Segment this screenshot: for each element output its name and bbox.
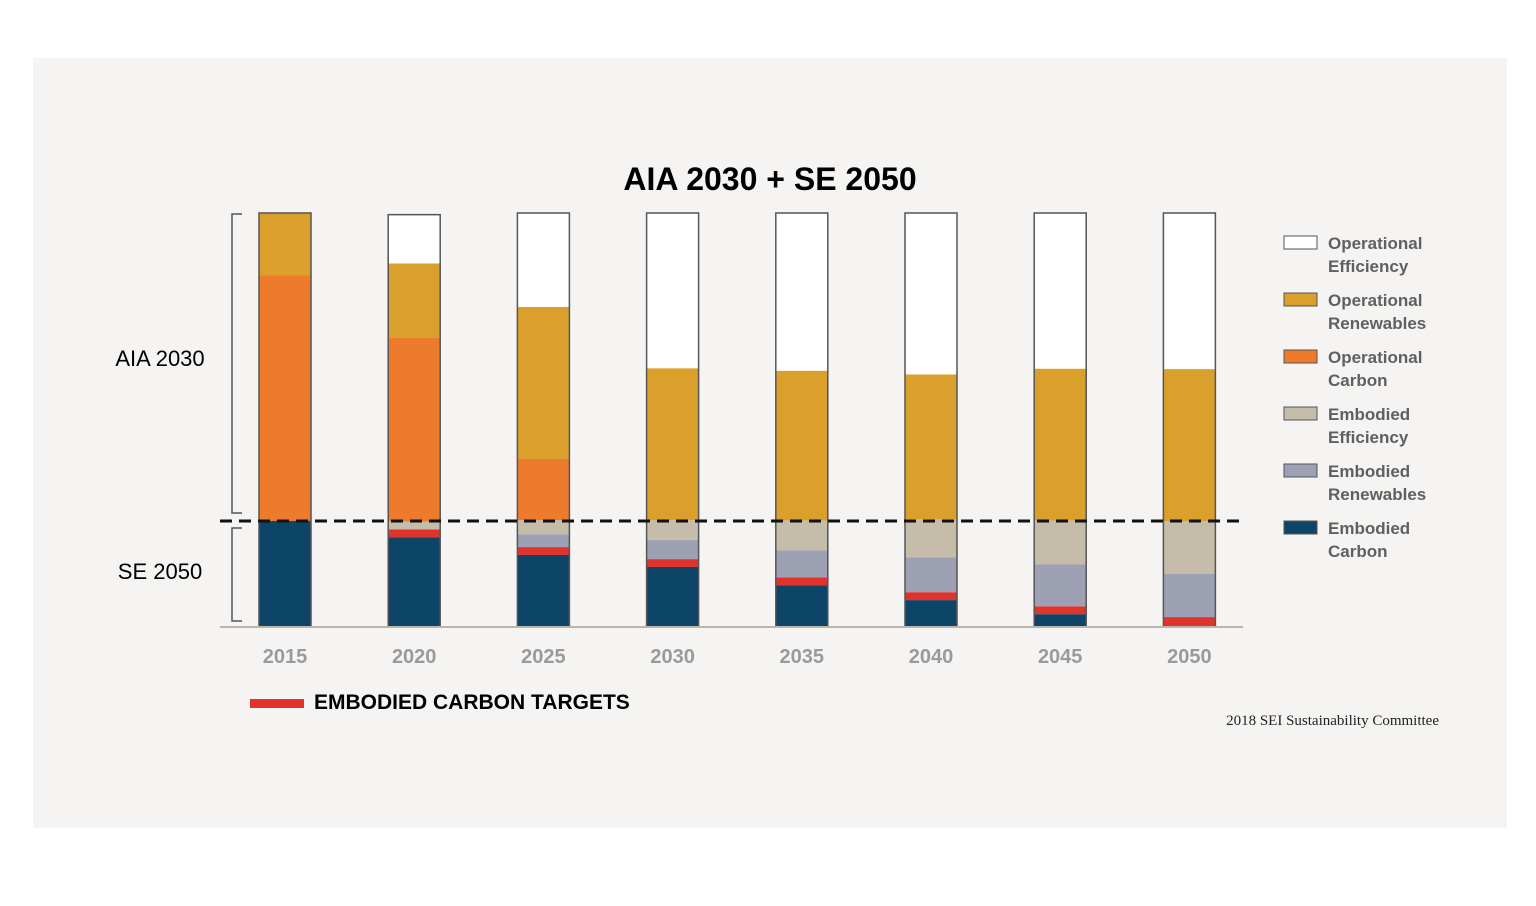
bar-segment-operational-renewables-2020 xyxy=(388,263,441,338)
legend-swatch-operational-carbon xyxy=(1283,349,1318,364)
targets-label: EMBODIED CARBON TARGETS xyxy=(314,691,630,714)
bar-segment-operational-renewables-2030 xyxy=(646,368,699,521)
legend-label-operational-efficiency-line1: Operational xyxy=(1328,234,1422,253)
bar-segment-embodied-carbon-2045 xyxy=(1034,614,1087,627)
legend-label-operational-renewables-line1: Operational xyxy=(1328,291,1422,310)
legend-label-embodied-renewables-line2: Renewables xyxy=(1328,485,1426,504)
bar-segment-operational-renewables-2025 xyxy=(517,306,570,459)
bar-segment-operational-carbon-2020 xyxy=(388,337,441,522)
x-tick-2015: 2015 xyxy=(263,646,308,668)
bar-segment-operational-efficiency-2030 xyxy=(646,213,699,369)
bar-segment-operational-efficiency-2045 xyxy=(1034,213,1087,369)
bar-segment-embodied-renewables-2045 xyxy=(1034,564,1087,607)
legend-swatch-operational-efficiency xyxy=(1283,235,1318,250)
legend-label-embodied-carbon-line1: Embodied xyxy=(1328,519,1410,538)
bar-segment-embodied-renewables-2030 xyxy=(646,540,699,560)
legend-label-operational-renewables-line2: Renewables xyxy=(1328,314,1426,333)
bar-segment-embodied-renewables-2050 xyxy=(1163,574,1216,618)
group-label-se-2050: SE 2050 xyxy=(118,559,202,584)
bar-segment-embodied-efficiency-2040 xyxy=(905,519,957,558)
bar-segment-embodied-renewables-2025 xyxy=(517,534,570,548)
x-tick-2040: 2040 xyxy=(909,646,954,668)
legend-swatch-embodied-carbon xyxy=(1283,520,1318,535)
bar-segment-operational-efficiency-2035 xyxy=(775,213,828,371)
bar-segment-operational-efficiency-2025 xyxy=(517,213,570,307)
bar-segment-embodied-carbon-2030 xyxy=(646,566,699,627)
targets-swatch xyxy=(250,699,304,708)
bar-segment-operational-efficiency-2050 xyxy=(1163,213,1216,370)
bar-segment-embodied-target-2050 xyxy=(1163,617,1216,627)
bar-segment-embodied-renewables-2035 xyxy=(775,550,828,578)
se-bracket xyxy=(231,527,242,622)
bar-segment-operational-renewables-2040 xyxy=(905,374,957,520)
bar-segment-embodied-efficiency-2025 xyxy=(517,520,570,535)
legend: Operational Efficiency Operational Renewabl… xyxy=(1283,234,1426,561)
aia-bracket xyxy=(231,213,242,514)
legend-label-operational-efficiency-line2: Efficiency xyxy=(1328,257,1409,276)
bar-segment-embodied-efficiency-2045 xyxy=(1034,520,1087,565)
bar-segment-embodied-target-2035 xyxy=(775,577,828,586)
bar-segment-embodied-target-2040 xyxy=(905,592,957,601)
chart-panel: AIA 2030 + SE 2050 AIA 2030 SE 2050 2015… xyxy=(33,58,1507,828)
credit-text: 2018 SEI Sustainability Committee xyxy=(1226,713,1439,729)
bar-segment-embodied-efficiency-2050 xyxy=(1163,521,1216,575)
legend-swatch-operational-renewables xyxy=(1283,292,1318,307)
bar-segment-embodied-carbon-2040 xyxy=(905,600,957,627)
legend-swatch-embodied-efficiency xyxy=(1283,406,1318,421)
bar-segment-operational-efficiency-2020 xyxy=(388,214,441,264)
legend-label-embodied-efficiency-line1: Embodied xyxy=(1328,405,1410,424)
bar-segment-embodied-carbon-2025 xyxy=(517,554,570,627)
bar-segment-embodied-carbon-2015 xyxy=(259,521,311,627)
bar-segment-operational-renewables-2045 xyxy=(1034,368,1087,521)
x-tick-2020: 2020 xyxy=(392,646,437,668)
x-tick-2035: 2035 xyxy=(780,646,825,668)
bar-segment-operational-carbon-2025 xyxy=(517,458,570,521)
chart-title: AIA 2030 + SE 2050 xyxy=(623,161,916,197)
x-tick-2045: 2045 xyxy=(1038,646,1083,668)
bar-segment-operational-renewables-2015 xyxy=(259,213,311,276)
group-label-aia-2030: AIA 2030 xyxy=(115,346,204,371)
bar-segment-embodied-carbon-2035 xyxy=(775,585,828,627)
legend-label-operational-carbon-line2: Carbon xyxy=(1328,371,1388,390)
x-tick-2025: 2025 xyxy=(521,646,566,668)
bar-segment-embodied-target-2020 xyxy=(388,529,441,538)
bar-segment-embodied-renewables-2040 xyxy=(905,557,957,593)
bar-segment-embodied-target-2025 xyxy=(517,547,570,555)
bar-segment-embodied-carbon-2020 xyxy=(388,537,441,627)
stacked-bar-chart: AIA 2030 + SE 2050 AIA 2030 SE 2050 2015… xyxy=(115,161,1439,729)
bar-segment-operational-renewables-2050 xyxy=(1163,369,1216,522)
bar-segment-embodied-target-2030 xyxy=(646,559,699,567)
bar-segment-embodied-efficiency-2030 xyxy=(646,520,699,541)
bar-segment-operational-efficiency-2040 xyxy=(905,213,957,375)
bars-layer xyxy=(258,212,1217,628)
legend-label-embodied-efficiency-line2: Efficiency xyxy=(1328,428,1409,447)
bar-segment-embodied-efficiency-2020 xyxy=(388,521,441,530)
x-tick-labels: 2015 2020 2025 2030 2035 2040 2045 2050 xyxy=(263,646,1212,668)
bar-segment-operational-renewables-2035 xyxy=(775,370,828,521)
legend-label-embodied-renewables-line1: Embodied xyxy=(1328,462,1410,481)
legend-swatch-embodied-renewables xyxy=(1283,463,1318,478)
bar-segment-operational-carbon-2015 xyxy=(259,275,311,522)
bar-segment-embodied-efficiency-2035 xyxy=(775,520,828,551)
legend-label-embodied-carbon-line2: Carbon xyxy=(1328,542,1388,561)
x-tick-2050: 2050 xyxy=(1167,646,1212,668)
legend-label-operational-carbon-line1: Operational xyxy=(1328,348,1422,367)
bar-segment-embodied-target-2045 xyxy=(1034,606,1087,615)
x-tick-2030: 2030 xyxy=(650,646,695,668)
